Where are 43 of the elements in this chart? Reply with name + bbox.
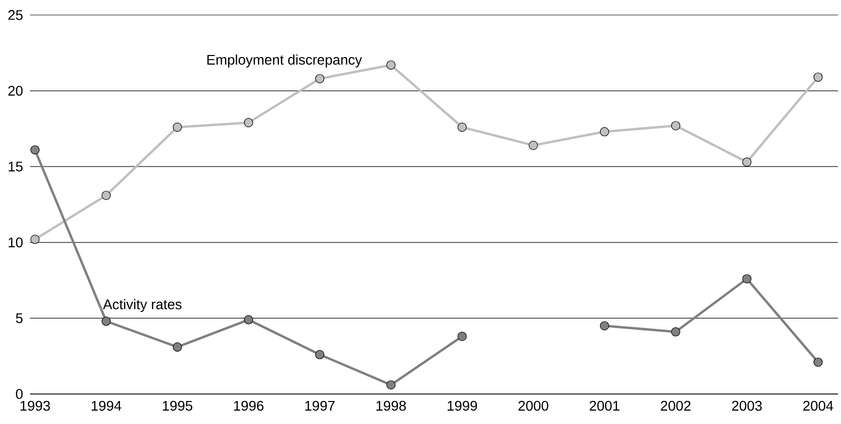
x-tick-label: 2004 — [803, 400, 834, 411]
x-tick-label: 1995 — [162, 400, 192, 411]
x-tick-label: 2002 — [660, 400, 691, 411]
x-tick-label: 1998 — [376, 400, 406, 411]
point — [671, 121, 680, 130]
y-tick-label: 25 — [8, 10, 23, 20]
y-tick-label: 5 — [16, 313, 23, 324]
point — [244, 118, 254, 128]
x-tick-label: 2003 — [732, 400, 762, 411]
point — [244, 315, 254, 324]
point — [528, 140, 538, 150]
point — [600, 127, 610, 136]
y-tick-label: 15 — [8, 162, 23, 172]
y-tick-label: 20 — [8, 86, 23, 96]
y-tick-label: 0 — [16, 389, 23, 399]
series-label: Employment discrepancy — [207, 54, 362, 68]
point — [458, 332, 467, 341]
point — [102, 190, 111, 200]
point — [386, 60, 396, 70]
point — [813, 72, 823, 82]
point — [671, 327, 680, 336]
point — [315, 350, 324, 360]
point — [30, 234, 40, 244]
point — [742, 157, 752, 167]
point — [172, 342, 182, 352]
point — [742, 274, 752, 284]
x-tick-label: 1993 — [20, 400, 50, 411]
point — [30, 145, 40, 155]
point — [172, 122, 182, 132]
point — [386, 380, 396, 390]
series-label: Activity rates — [102, 299, 182, 312]
x-tick-label: 2000 — [518, 400, 548, 411]
point — [813, 358, 823, 367]
y-tick-label: 10 — [8, 237, 23, 248]
x-tick-label: 1999 — [448, 400, 477, 411]
x-tick-label: 1996 — [234, 400, 264, 411]
point — [458, 122, 467, 132]
point — [102, 316, 111, 326]
x-tick-label: 2001 — [590, 400, 620, 411]
point — [315, 74, 324, 84]
point — [600, 321, 610, 330]
x-tick-label: 1994 — [92, 400, 122, 411]
x-tick-label: 1997 — [305, 400, 335, 411]
